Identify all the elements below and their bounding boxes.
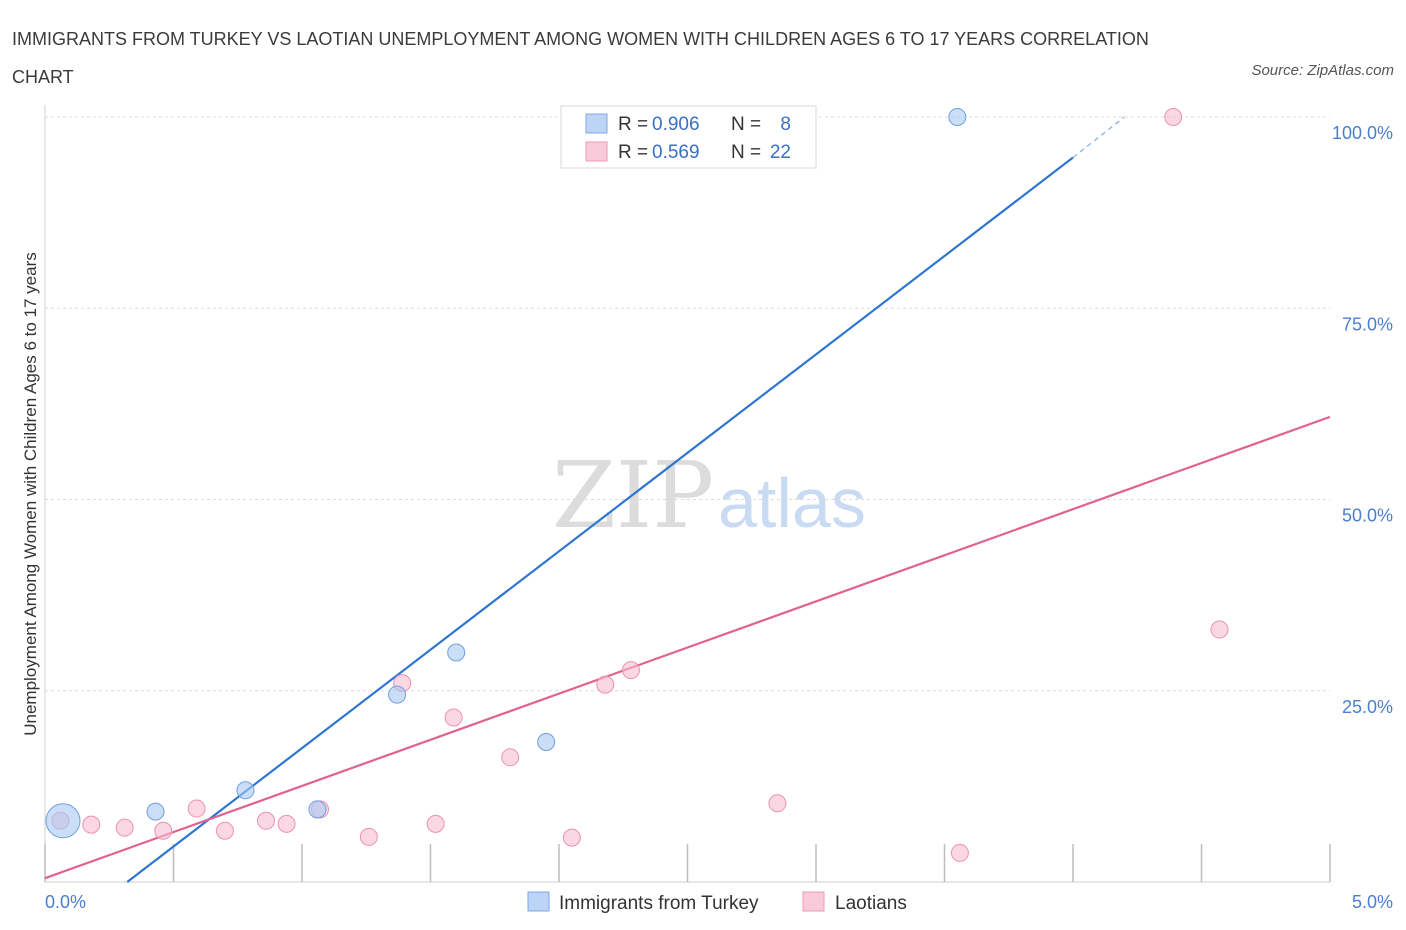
data-point-laotians-2 [115, 818, 134, 837]
data-point-laotians-16 [621, 661, 640, 680]
data-point-turkey-5 [447, 643, 466, 662]
x-tick-label-max: 5.0% [1352, 892, 1393, 912]
series-legend-swatch-turkey [527, 891, 550, 912]
chart-source: Source: ZipAtlas.com [1251, 62, 1394, 79]
data-point-turkey-0 [45, 803, 81, 839]
data-point-laotians-11 [426, 814, 445, 833]
data-point-laotians-13 [501, 748, 520, 767]
y-tick-label-0: 25.0% [1342, 697, 1393, 717]
y-tick-label-2: 75.0% [1342, 314, 1393, 334]
watermark-atlas: atlas [718, 464, 866, 542]
legend-swatch-turkey [585, 113, 608, 134]
legend-r-label-laotians: R = [618, 142, 648, 163]
legend-n-label-turkey: N = [731, 114, 761, 135]
trend-line-0 [126, 156, 1074, 883]
legend-r-value-laotians: 0.569 [652, 142, 700, 163]
series-legend-label-turkey: Immigrants from Turkey [559, 893, 759, 914]
data-point-laotians-14 [562, 828, 581, 847]
axes [44, 105, 1331, 883]
data-point-laotians-21 [1210, 620, 1229, 639]
x-tick-label-min: 0.0% [45, 892, 86, 912]
data-point-laotians-19 [950, 843, 969, 862]
legend-r-value-turkey: 0.906 [652, 114, 700, 135]
data-point-laotians-18 [768, 794, 787, 813]
data-points [45, 108, 1229, 862]
data-point-laotians-1 [82, 815, 101, 834]
data-point-laotians-12 [444, 708, 463, 727]
stats-legend: R = 0.906 N = 8 R = 0.569 N = 22 [560, 105, 817, 169]
legend-n-label-laotians: N = [731, 142, 761, 163]
trend-line-extension-0 [1072, 116, 1125, 159]
data-point-laotians-4 [187, 799, 206, 818]
data-point-turkey-3 [308, 800, 327, 819]
data-point-laotians-9 [359, 827, 378, 846]
y-tick-label-1: 50.0% [1342, 506, 1393, 526]
y-tick-labels: 25.0% 50.0% 75.0% 100.0% [1332, 123, 1393, 717]
data-point-turkey-4 [388, 685, 407, 704]
legend-r-label-turkey: R = [618, 114, 648, 135]
trend-line-1 [44, 415, 1331, 880]
data-point-laotians-3 [154, 821, 173, 840]
chart-title: IMMIGRANTS FROM TURKEY VS LAOTIAN UNEMPL… [12, 29, 1149, 87]
series-legend-label-laotians: Laotians [835, 893, 907, 914]
y-tick-label-3: 100.0% [1332, 123, 1393, 143]
data-point-turkey-6 [537, 733, 556, 752]
data-point-laotians-6 [257, 811, 276, 830]
data-point-laotians-20 [1164, 108, 1183, 126]
data-point-laotians-15 [596, 675, 615, 694]
legend-n-value-turkey: 8 [780, 114, 791, 135]
grid-lines [45, 116, 1330, 692]
y-axis-label: Unemployment Among Women with Children A… [21, 252, 40, 736]
trend-lines [44, 116, 1331, 883]
data-point-laotians-5 [215, 821, 234, 840]
data-point-turkey-7 [948, 108, 967, 126]
legend-n-value-laotians: 22 [770, 142, 791, 163]
series-legend: Immigrants from Turkey Laotians [527, 891, 907, 914]
series-legend-swatch-laotians [802, 891, 825, 912]
data-point-laotians-7 [277, 814, 296, 833]
legend-swatch-laotians [585, 141, 608, 162]
data-point-turkey-1 [146, 802, 165, 821]
data-point-turkey-2 [236, 781, 255, 800]
